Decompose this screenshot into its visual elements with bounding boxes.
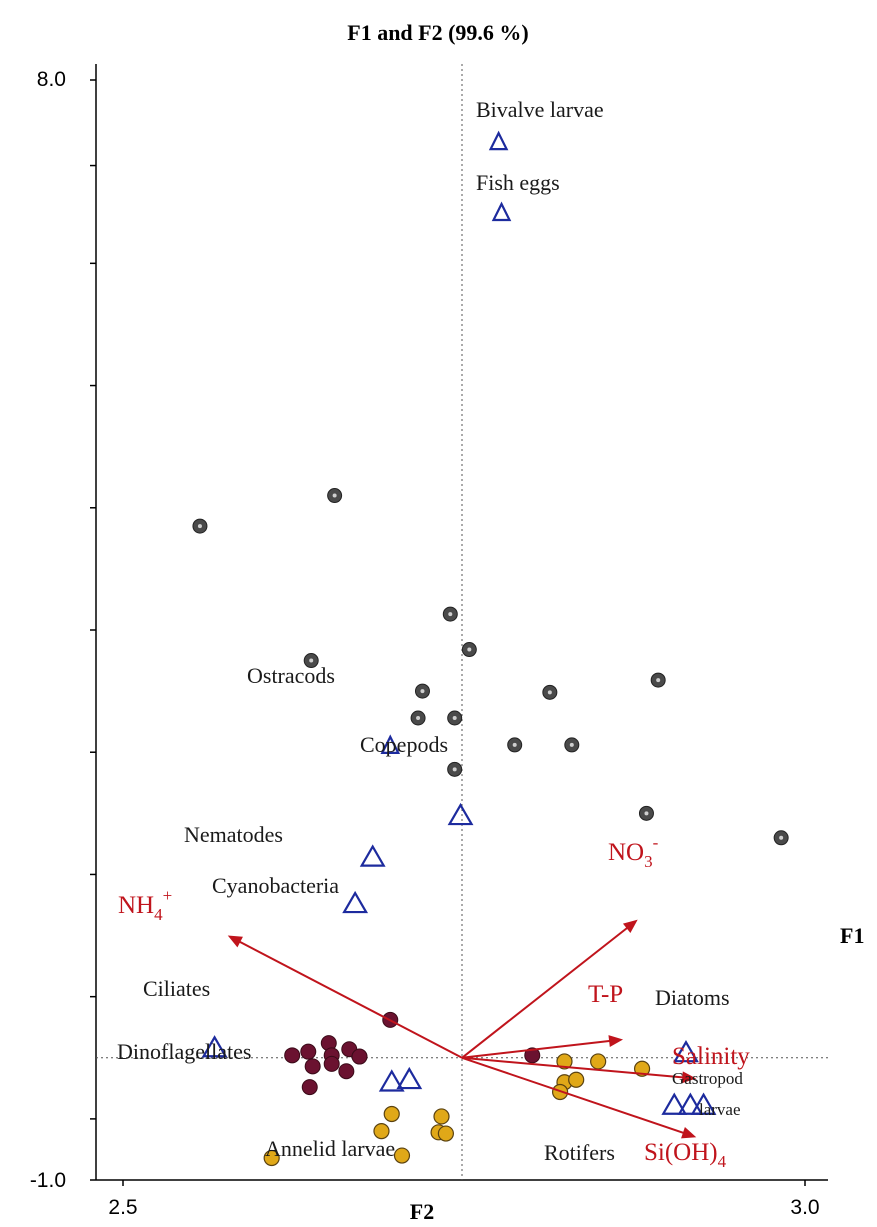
site-point-highlight bbox=[420, 689, 425, 694]
site-point-highlight bbox=[644, 811, 649, 816]
species-triangle-marker bbox=[677, 1092, 704, 1115]
chart-title: F1 and F2 (99.6 %) bbox=[347, 20, 529, 45]
env-vector-arrowhead bbox=[227, 935, 243, 948]
species-label-copepods: Copepods bbox=[360, 732, 448, 757]
species-labels: Bivalve larvae Fish eggs Ostracods Copep… bbox=[117, 97, 743, 1165]
env-label-nh4: NH4+ bbox=[118, 886, 172, 924]
site-point-dark bbox=[304, 1058, 321, 1075]
species-label-gastropod-larvae: larvae bbox=[699, 1100, 741, 1119]
site-point-dark bbox=[284, 1047, 301, 1064]
site-point-highlight bbox=[547, 690, 552, 695]
site-point-highlight bbox=[779, 835, 784, 840]
site-point-gold bbox=[437, 1125, 454, 1142]
species-label-fish-eggs: Fish eggs bbox=[476, 170, 560, 195]
env-vector-arrowhead bbox=[608, 1035, 624, 1047]
site-point-highlight bbox=[452, 767, 457, 772]
site-point-dark bbox=[338, 1063, 355, 1080]
species-label-dinoflagellates: Dinoflagellates bbox=[117, 1039, 251, 1064]
site-point-highlight bbox=[332, 493, 337, 498]
species-triangle-marker bbox=[673, 1039, 699, 1063]
species-label-rotifers: Rotifers bbox=[544, 1140, 615, 1165]
species-triangle-marker bbox=[491, 201, 512, 222]
site-point-dark bbox=[351, 1048, 368, 1065]
y-tick-label-bottom: -1.0 bbox=[30, 1169, 66, 1192]
species-triangle-marker bbox=[378, 1069, 405, 1092]
site-point-gold bbox=[373, 1123, 390, 1140]
species-label-gastropod: Gastropod bbox=[672, 1069, 743, 1088]
plot-frame bbox=[95, 64, 828, 1181]
site-point-dark bbox=[301, 1079, 318, 1096]
site-point-gold bbox=[263, 1149, 280, 1167]
site-point-gold bbox=[590, 1053, 607, 1070]
species-label-bivalve-larvae: Bivalve larvae bbox=[476, 97, 604, 122]
site-point-highlight bbox=[197, 524, 202, 529]
env-vector-line bbox=[461, 1038, 620, 1059]
site-point-gold bbox=[556, 1053, 573, 1070]
species-triangle-marker bbox=[201, 1035, 228, 1058]
site-point-highlight bbox=[452, 716, 457, 720]
site-point-highlight bbox=[467, 647, 472, 652]
species-label-diatoms: Diatoms bbox=[655, 985, 730, 1010]
env-vector-line bbox=[230, 936, 463, 1059]
y-axis-ticks bbox=[90, 79, 96, 1181]
sites-grey-group bbox=[192, 488, 789, 846]
x-tick-label-right: 3.0 bbox=[790, 1196, 819, 1219]
species-triangle-marker bbox=[396, 1066, 423, 1090]
env-vector-line bbox=[461, 1056, 693, 1080]
axis-title-f1: F1 bbox=[840, 923, 864, 948]
species-triangle-marker bbox=[359, 844, 386, 867]
env-label-salinity: Salinity bbox=[672, 1043, 750, 1070]
site-point-highlight bbox=[656, 678, 661, 683]
env-vector-arrowhead bbox=[622, 919, 638, 934]
y-tick-label-top: 8.0 bbox=[37, 68, 66, 91]
env-label-sioh4: Si(OH)4 bbox=[644, 1139, 727, 1171]
site-point-dark bbox=[524, 1047, 541, 1064]
env-label-no3: NO3- bbox=[608, 833, 659, 871]
site-point-gold bbox=[393, 1147, 411, 1164]
site-point-highlight bbox=[569, 742, 574, 747]
site-point-highlight bbox=[448, 612, 453, 617]
species-triangle-marker bbox=[488, 130, 509, 151]
env-vector-arrowhead bbox=[681, 1127, 697, 1139]
species-triangle-marker bbox=[380, 734, 401, 754]
species-triangle-marker bbox=[447, 802, 474, 826]
x-axis-title-f2: F2 bbox=[410, 1199, 434, 1224]
species-triangle-marker bbox=[342, 890, 369, 914]
env-vector-line bbox=[461, 921, 636, 1059]
env-labels: NH4+ NO3- T-P Salinity Si(OH)4 bbox=[118, 833, 750, 1171]
site-point-highlight bbox=[416, 716, 421, 720]
env-label-tp: T-P bbox=[588, 981, 623, 1008]
env-vector-arrowhead bbox=[681, 1071, 697, 1084]
species-triangle-marker bbox=[690, 1092, 717, 1115]
species-markers bbox=[201, 130, 717, 1115]
env-vector-line bbox=[461, 1056, 693, 1137]
species-label-annelid-larvae: Annelid larvae bbox=[265, 1136, 395, 1161]
species-triangle-marker bbox=[661, 1092, 688, 1115]
site-point-dark bbox=[300, 1043, 317, 1060]
site-point-highlight bbox=[512, 742, 517, 747]
x-axis-ticks bbox=[122, 1180, 806, 1186]
environment-vectors bbox=[227, 919, 697, 1139]
site-point-highlight bbox=[309, 658, 314, 663]
species-label-nematodes: Nematodes bbox=[184, 822, 283, 847]
site-point-gold bbox=[433, 1108, 450, 1125]
species-label-ostracods: Ostracods bbox=[247, 663, 335, 688]
site-point-gold bbox=[568, 1071, 585, 1088]
site-point-gold bbox=[383, 1105, 400, 1123]
x-tick-label-left: 2.5 bbox=[108, 1196, 137, 1219]
sites-dark-group bbox=[284, 1011, 541, 1096]
species-label-ciliates: Ciliates bbox=[143, 976, 210, 1001]
species-label-cyanobacteria: Cyanobacteria bbox=[212, 873, 339, 898]
site-point-dark bbox=[323, 1055, 340, 1072]
